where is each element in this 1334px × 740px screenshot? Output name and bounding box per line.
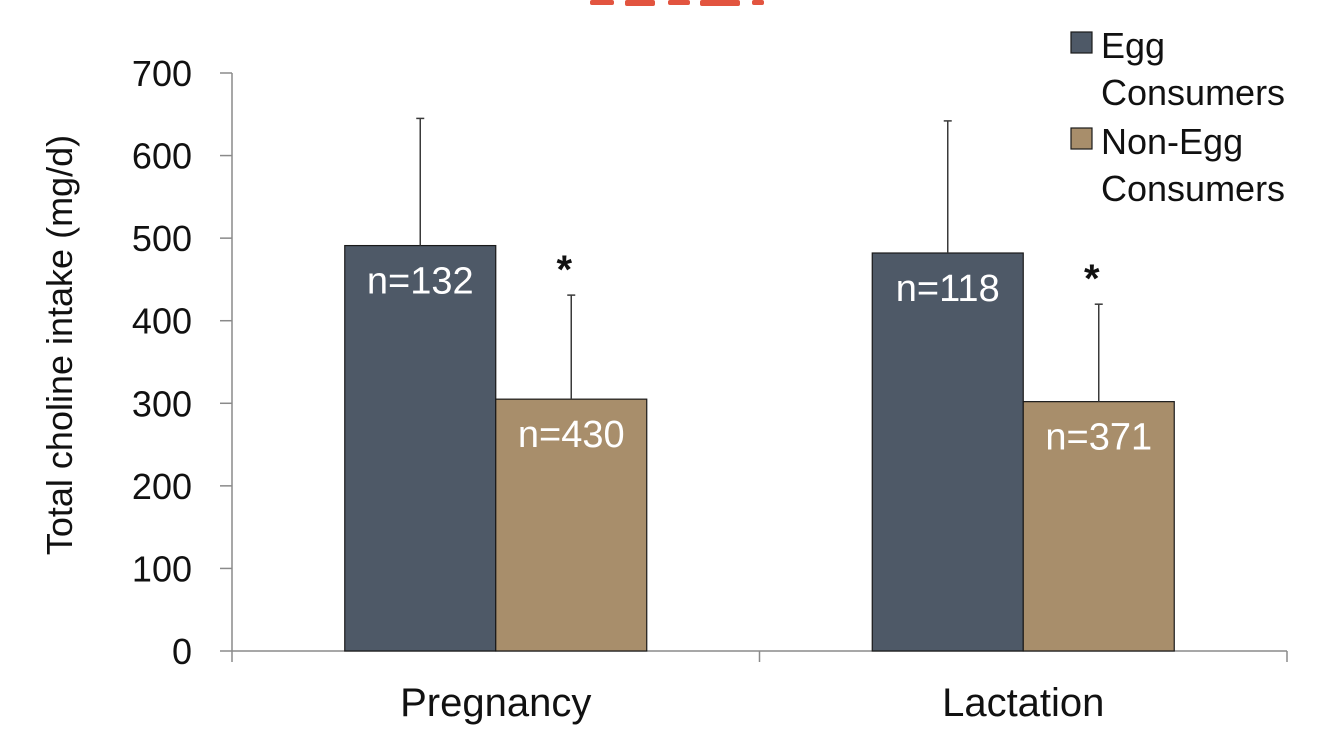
bar-n-label: n=371	[1045, 417, 1152, 459]
legend-label: Non-Egg	[1101, 121, 1243, 162]
significance-asterisk: *	[556, 248, 572, 292]
error-bars	[416, 117, 1103, 402]
bar-egg-pregnancy	[344, 244, 497, 652]
bars	[344, 244, 1175, 652]
legend-label: Consumers	[1101, 168, 1285, 209]
bar-labels: n=132 n=430 * n=118 n=371 *	[367, 248, 1152, 459]
axes: 0 100 200 300 400 500 600 700	[132, 53, 1288, 672]
y-tick-label: 400	[132, 301, 192, 342]
bar-n-label: n=430	[518, 414, 625, 456]
category-labels: Pregnancy Lactation	[400, 681, 1104, 725]
y-tick-label: 200	[132, 466, 192, 507]
legend: Egg Consumers Non-Egg Consumers	[1070, 25, 1285, 209]
bar-n-label: n=132	[367, 261, 474, 303]
cropped-title-fragment	[590, 0, 764, 6]
y-tick-label: 500	[132, 218, 192, 259]
bar-egg-lactation	[871, 252, 1024, 652]
significance-asterisk: *	[1084, 257, 1100, 301]
x-category-label: Lactation	[942, 681, 1104, 725]
y-tick-label: 100	[132, 548, 192, 589]
y-axis-label: Total choline intake (mg/d)	[39, 135, 80, 555]
y-tick-label: 300	[132, 383, 192, 424]
legend-label: Egg	[1101, 25, 1165, 66]
x-category-label: Pregnancy	[400, 681, 591, 725]
bar-non-egg-lactation	[1022, 401, 1175, 652]
legend-swatch-non-egg	[1070, 127, 1093, 150]
legend-swatch-egg	[1070, 31, 1093, 54]
y-axis-ticks: 0 100 200 300 400 500 600 700	[132, 53, 232, 672]
bar-n-label: n=118	[896, 268, 1000, 310]
x-axis-ticks	[231, 651, 1288, 662]
bar-non-egg-pregnancy	[495, 398, 648, 652]
y-tick-label: 700	[132, 53, 192, 94]
legend-label: Consumers	[1101, 72, 1285, 113]
y-tick-label: 600	[132, 136, 192, 177]
y-tick-label: 0	[172, 631, 192, 672]
